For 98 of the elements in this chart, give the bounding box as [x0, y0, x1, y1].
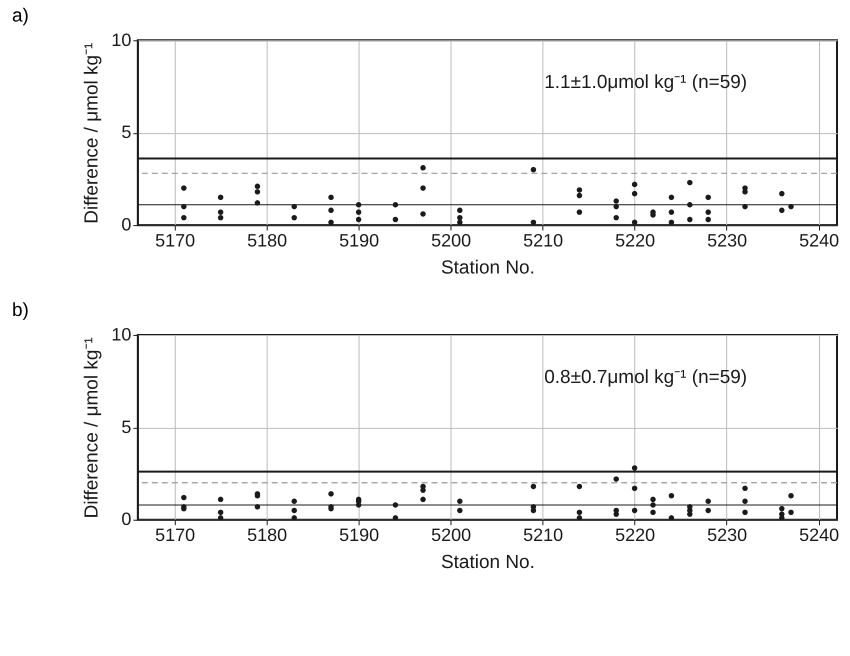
point	[632, 190, 638, 196]
y-tick-label: 0	[121, 509, 132, 530]
point	[650, 510, 656, 516]
point	[613, 214, 619, 220]
point	[291, 508, 297, 514]
point	[742, 498, 748, 504]
point	[668, 209, 674, 215]
point	[457, 214, 463, 220]
point	[181, 185, 187, 191]
point	[218, 214, 224, 220]
point	[291, 214, 297, 220]
x-axis-title: Station No.	[441, 258, 535, 279]
point	[632, 508, 638, 514]
point	[328, 208, 334, 214]
point	[576, 209, 582, 215]
point	[356, 209, 362, 215]
x-tick-label: 5200	[431, 230, 472, 251]
annotation: 0.8±0.7μmol kg⁻¹ (n=59)	[544, 366, 748, 388]
x-tick-label: 5220	[615, 230, 656, 251]
y-tick-label: 5	[121, 122, 132, 142]
x-tick-label: 5200	[431, 525, 472, 546]
point	[291, 515, 297, 521]
point	[705, 216, 711, 222]
point	[632, 465, 638, 471]
y-tick-label: 5	[121, 416, 132, 437]
x-tick-label: 5170	[155, 230, 196, 251]
point	[420, 496, 426, 502]
x-tick-label: 5180	[247, 230, 288, 251]
chart-title: b)	[12, 300, 29, 321]
point	[457, 508, 463, 514]
point	[576, 192, 582, 198]
point	[420, 185, 426, 191]
point	[788, 492, 794, 498]
point	[705, 194, 711, 200]
point	[650, 496, 656, 502]
point	[687, 216, 693, 222]
point	[668, 515, 674, 521]
point	[742, 510, 748, 516]
x-tick-label: 5240	[799, 230, 840, 251]
point	[328, 194, 334, 200]
point	[530, 484, 536, 490]
point	[576, 484, 582, 490]
x-tick-label: 5230	[707, 230, 748, 251]
point	[218, 496, 224, 502]
x-tick-label: 5180	[247, 525, 288, 546]
point	[613, 198, 619, 204]
point	[254, 184, 260, 189]
chart-title: a)	[12, 5, 29, 26]
point	[779, 190, 785, 196]
x-tick-label: 5190	[339, 525, 380, 546]
point	[668, 194, 674, 200]
point	[779, 208, 785, 214]
point	[392, 515, 398, 521]
point	[457, 498, 463, 504]
point	[613, 476, 619, 482]
point	[457, 208, 463, 214]
point	[392, 216, 398, 222]
x-tick-label: 5230	[707, 525, 748, 546]
point	[632, 220, 638, 226]
point	[328, 491, 334, 497]
point	[632, 182, 638, 188]
point	[788, 510, 794, 516]
point	[291, 498, 297, 504]
point	[181, 214, 187, 220]
y-tick-label: 0	[121, 214, 132, 235]
x-axis-title: Station No.	[441, 552, 535, 574]
point	[576, 515, 582, 521]
point	[420, 211, 426, 217]
point	[779, 506, 785, 512]
y-tick-label: 10	[111, 324, 132, 344]
point	[668, 492, 674, 498]
x-tick-label: 5210	[523, 525, 564, 546]
point	[705, 209, 711, 215]
point	[218, 515, 224, 521]
x-tick-label: 5190	[339, 230, 380, 251]
point	[742, 486, 748, 492]
point	[218, 510, 224, 516]
point	[632, 486, 638, 492]
y-axis-title: Difference / μmol kg⁻¹	[81, 42, 102, 224]
point	[181, 494, 187, 500]
x-tick-label: 5220	[615, 525, 656, 546]
point	[420, 165, 426, 171]
point	[218, 194, 224, 200]
point	[576, 510, 582, 516]
point	[218, 209, 224, 215]
point	[254, 189, 260, 195]
point	[705, 508, 711, 514]
point	[576, 187, 582, 193]
annotation: 1.1±1.0μmol kg⁻¹ (n=59)	[544, 72, 748, 94]
point	[530, 166, 536, 172]
y-tick-label: 10	[111, 30, 132, 50]
x-tick-label: 5170	[155, 525, 196, 546]
point	[705, 498, 711, 504]
point	[687, 180, 693, 186]
y-axis-title: Difference / μmol kg⁻¹	[81, 337, 102, 518]
x-tick-label: 5240	[799, 525, 840, 546]
x-tick-label: 5210	[523, 230, 564, 251]
point	[356, 216, 362, 222]
